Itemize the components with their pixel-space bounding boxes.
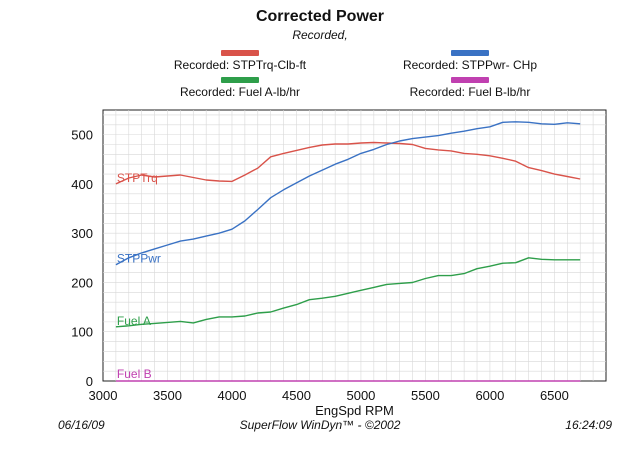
series-label-stppwr: STPPwr	[117, 252, 161, 266]
legend-label-stppwr: Recorded: STPPwr- CHp	[402, 58, 538, 72]
legend-label-stptrq: Recorded: STPTrq-Clb-ft	[173, 58, 307, 72]
x-tick-label: 3000	[89, 388, 118, 403]
x-tick-label: 4500	[282, 388, 311, 403]
legend-swatch-fuel-a	[221, 77, 259, 83]
axis-ticks: 0 100 200 300 400 500 3000 3500 4000 4500 5000 5500…	[71, 128, 569, 403]
footer-date: 06/16/09	[58, 418, 105, 432]
legend-swatch-stppwr	[451, 50, 489, 56]
legend-item-fuel-a: Recorded: Fuel A-lb/hr	[140, 77, 340, 99]
plot-area	[102, 109, 607, 382]
x-tick-label: 5500	[411, 388, 440, 403]
legend-item-fuel-b: Recorded: Fuel B-lb/hr	[370, 77, 570, 99]
series-line-stptrq	[115, 141, 581, 185]
series-label-fuel-a: Fuel A	[117, 314, 151, 328]
x-axis-label: EngSpd RPM	[315, 403, 394, 418]
y-tick-label: 0	[86, 374, 93, 389]
legend-swatch-stptrq	[221, 50, 259, 56]
y-tick-label: 300	[71, 226, 93, 241]
legend-item-stppwr: Recorded: STPPwr- CHp	[370, 50, 570, 72]
y-tick-label: 200	[71, 275, 93, 290]
x-tick-label: 4000	[218, 388, 247, 403]
x-tick-label: 5000	[346, 388, 375, 403]
series-labels: STPTrq STPPwr Fuel A Fuel B	[117, 171, 161, 381]
chart-title: Corrected Power	[255, 8, 385, 25]
series-label-stptrq: STPTrq	[117, 171, 158, 185]
series-line-stppwr	[115, 121, 581, 266]
x-tick-label: 6500	[540, 388, 569, 403]
grid	[103, 110, 606, 381]
legend-swatch-fuel-b	[451, 77, 489, 83]
x-tick-label: 6000	[475, 388, 504, 403]
y-tick-label: 400	[71, 177, 93, 192]
series-line-fuel-a	[115, 257, 581, 328]
legend-item-stptrq: Recorded: STPTrq-Clb-ft	[140, 50, 340, 72]
y-tick-label: 100	[71, 325, 93, 340]
chart-subtitle: Recorded,	[292, 28, 348, 42]
legend-label-fuel-a: Recorded: Fuel A-lb/hr	[179, 85, 301, 99]
x-tick-label: 3500	[153, 388, 182, 403]
series-label-fuel-b: Fuel B	[117, 367, 152, 381]
series-lines	[115, 121, 581, 382]
y-tick-label: 500	[71, 128, 93, 143]
footer-software: SuperFlow WinDyn™ - ©2002	[239, 418, 401, 432]
legend-label-fuel-b: Recorded: Fuel B-lb/hr	[409, 85, 531, 99]
footer-time: 16:24:09	[565, 418, 612, 432]
